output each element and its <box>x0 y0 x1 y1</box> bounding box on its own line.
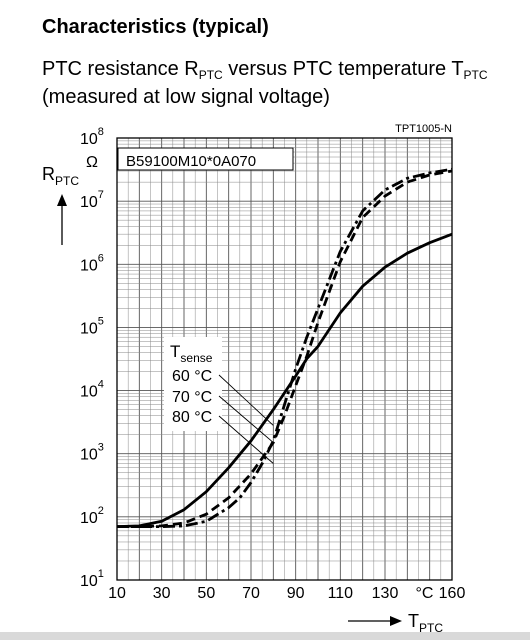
legend-entry: 60 °C <box>172 368 212 385</box>
y-tick-label: 101 <box>80 568 104 590</box>
part-number-label: B59100M10*0A070 <box>126 153 256 170</box>
legend-leader-line <box>218 374 274 426</box>
page-heading: Characteristics (typical) <box>42 16 269 38</box>
x-axis-label: TPTC <box>408 611 443 635</box>
x-tick-label: 30 <box>153 585 171 602</box>
y-tick-label: 108 <box>80 126 104 148</box>
y-tick-label: 103 <box>80 442 104 464</box>
legend-entry: 80 °C <box>172 409 212 426</box>
subtitle-subscript-b: PTC <box>463 68 488 82</box>
x-tick-label: 160 <box>439 585 466 602</box>
x-tick-label: 10 <box>108 585 126 602</box>
x-axis-arrow-head <box>390 616 402 626</box>
y-tick-label: 107 <box>80 189 104 211</box>
document-code: TPT1005-N <box>395 123 452 135</box>
legend-title: Tsense <box>170 342 213 365</box>
x-tick-label: 90 <box>287 585 305 602</box>
legend-entry: 70 °C <box>172 389 212 406</box>
chart-subtitle-line-1: PTC resistance RPTC versus PTC temperatu… <box>42 58 488 82</box>
legend-leader-line <box>218 415 274 464</box>
x-tick-label: 130 <box>372 585 399 602</box>
y-axis-label: RPTC <box>42 164 79 188</box>
subtitle-subscript-a: PTC <box>198 68 223 82</box>
chart-subtitle-line-2: (measured at low signal voltage) <box>42 86 330 108</box>
subtitle-text-b: versus PTC temperature T <box>222 58 464 80</box>
plot-frame <box>116 137 453 581</box>
series-line-1 <box>116 232 453 528</box>
y-tick-label: 102 <box>80 505 104 527</box>
x-tick-label: 110 <box>328 585 354 602</box>
x-tick-label: 70 <box>242 585 260 602</box>
series-line-2 <box>117 169 453 528</box>
x-tick-label: 50 <box>197 585 215 602</box>
chart-grid <box>116 138 453 581</box>
subtitle-text-a: PTC resistance R <box>42 58 199 80</box>
footer-bar <box>0 632 530 640</box>
series-line-3 <box>117 167 453 528</box>
part-number-box <box>117 147 294 171</box>
y-tick-label: 104 <box>80 379 104 401</box>
y-axis-arrow-head <box>57 194 67 206</box>
y-tick-label: 105 <box>80 315 104 337</box>
y-axis-unit: Ω <box>86 154 98 171</box>
x-axis-unit: °C <box>416 585 434 602</box>
legend-leader-line <box>218 395 274 443</box>
legend-box <box>164 337 222 431</box>
y-tick-label: 106 <box>80 252 104 274</box>
